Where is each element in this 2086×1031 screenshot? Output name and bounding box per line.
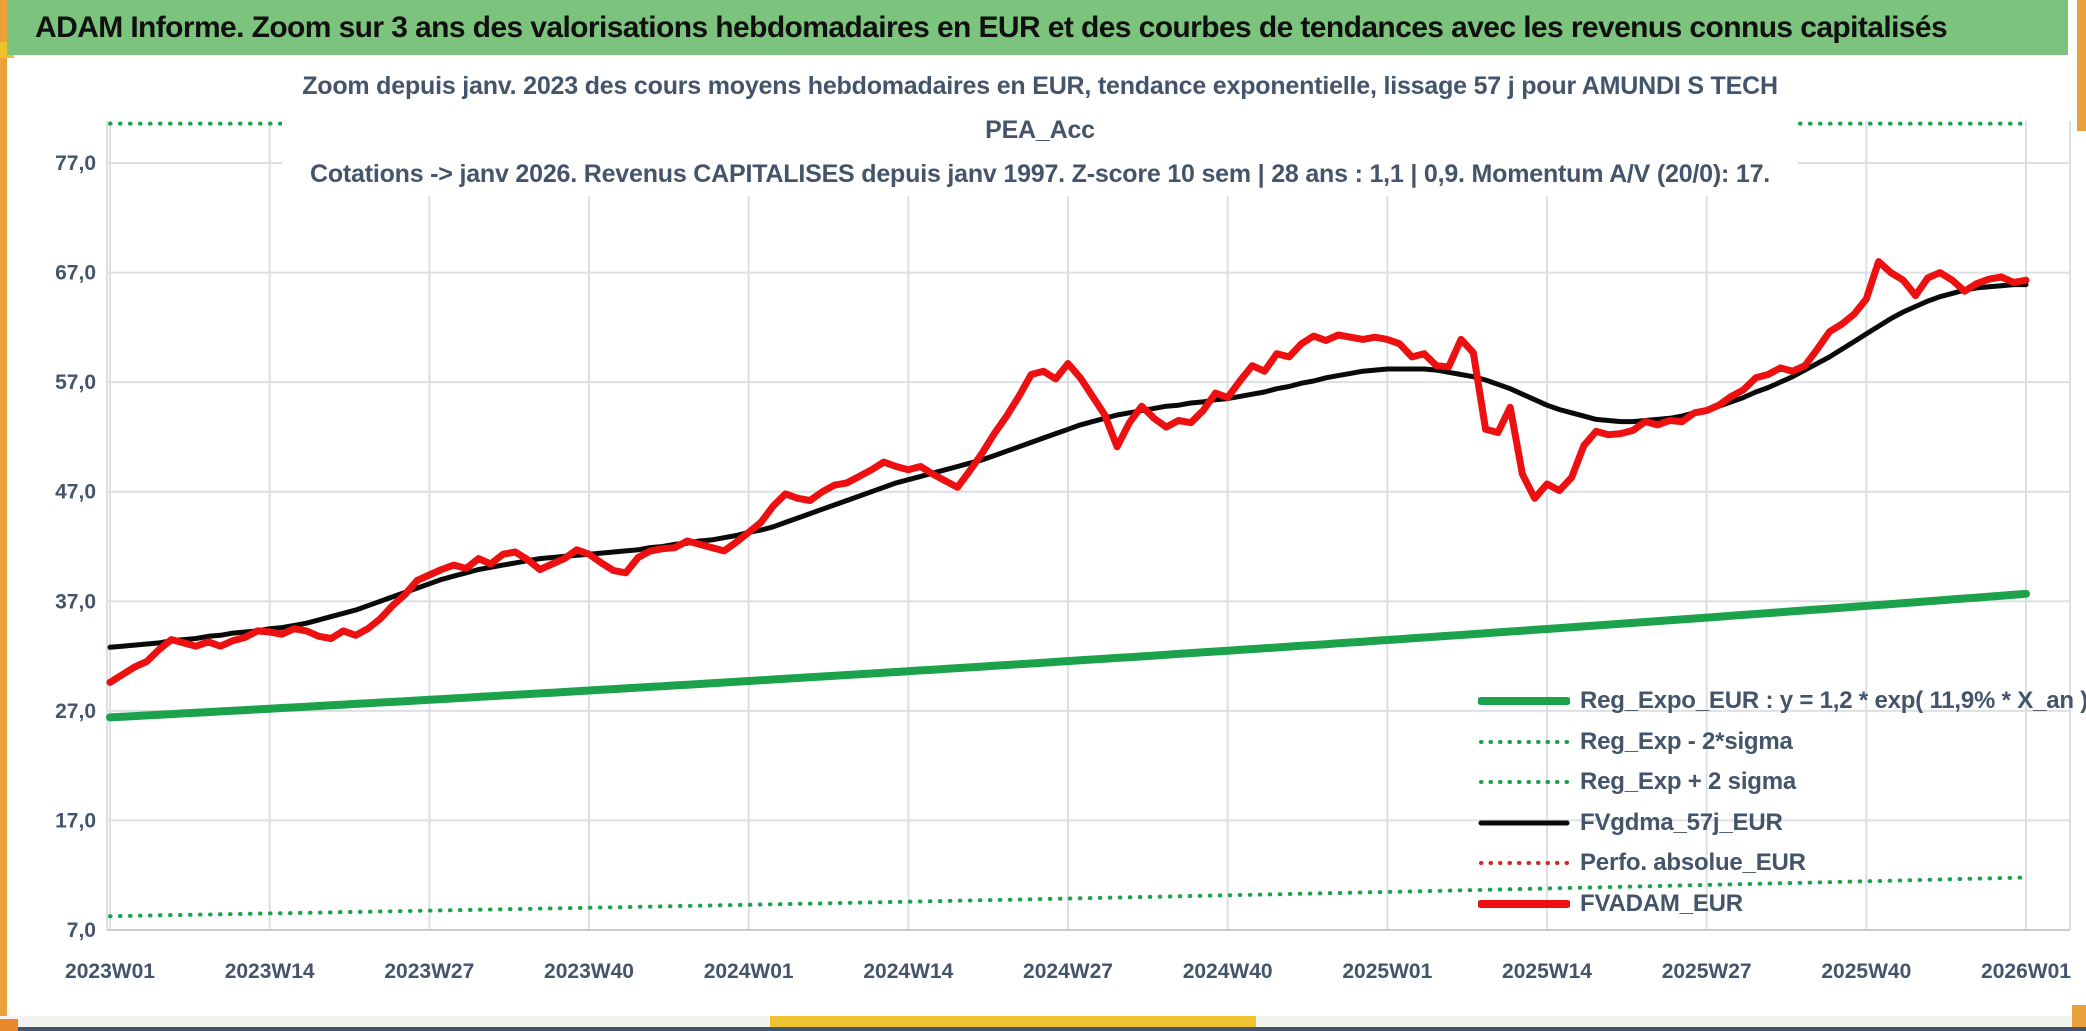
legend-item: FVADAM_EUR [1478,884,2086,925]
x-tick-label: 2025W14 [1502,960,1592,983]
legend-label: FVADAM_EUR [1580,889,1743,917]
x-tick-label: 2024W27 [1023,960,1113,983]
x-tick-label: 2023W40 [544,960,634,983]
legend-dotted-line-swatch [1479,861,1569,866]
x-tick-label: 2024W01 [704,960,794,983]
x-tick-label: 2023W14 [225,960,315,983]
legend-solid-line-swatch [1478,697,1570,706]
bottom-right-accent-strip [2072,1005,2086,1027]
legend-label: FVgdma_57j_EUR [1580,808,1783,836]
legend-item: FVgdma_57j_EUR [1478,803,2086,844]
legend-item: Reg_Exp - 2*sigma [1478,722,2086,763]
legend-label: Reg_Exp + 2 sigma [1580,768,1797,796]
legend-item: Reg_Expo_EUR : y = 1,2 * exp( 11,9% * X_… [1478,681,2086,722]
legend-dotted-line-swatch [1479,739,1569,744]
title-bar: ADAM Informe. Zoom sur 3 ans des valoris… [7,0,2068,55]
y-tick-label: 47,0 [55,481,96,504]
legend-label: Perfo. absolue_EUR [1580,849,1806,877]
legend-solid-line-swatch [1478,899,1570,908]
report-title: ADAM Informe. Zoom sur 3 ans des valoris… [35,10,1948,44]
chart-legend: Reg_Expo_EUR : y = 1,2 * exp( 11,9% * X_… [1478,681,2086,924]
legend-label: Reg_Exp - 2*sigma [1580,727,1793,755]
y-tick-label: 17,0 [55,809,96,832]
x-tick-label: 2024W14 [863,960,953,983]
bottom-hairline [18,1027,2086,1031]
y-tick-label: 57,0 [55,371,96,394]
y-tick-label: 7,0 [67,919,96,942]
x-tick-label: 2025W27 [1662,960,1752,983]
bottom-yellow-segment [770,1016,1256,1027]
x-tick-label: 2025W01 [1342,960,1432,983]
x-tick-label: 2025W40 [1821,960,1911,983]
series-reg [106,589,2030,722]
chart-title-line2: Cotations -> janv 2026. Revenus CAPITALI… [309,160,1771,188]
legend-solid-line-swatch [1478,820,1570,826]
legend-dotted-line-swatch [1479,780,1569,785]
x-tick-label: 2023W01 [65,960,155,983]
y-tick-label: 37,0 [55,590,96,613]
legend-label: Reg_Expo_EUR : y = 1,2 * exp( 11,9% * X_… [1580,687,2086,715]
legend-item: Reg_Exp + 2 sigma [1478,762,2086,803]
x-tick-label: 2024W40 [1183,960,1273,983]
series-fvadam [106,258,2030,686]
chart-title: Zoom depuis janv. 2023 des cours moyens … [282,64,1798,196]
y-tick-label: 27,0 [55,700,96,723]
x-tick-label: 2026W01 [1981,960,2071,983]
left-accent-strip [0,0,7,1031]
series-minus2sigma [108,875,2028,919]
top-right-accent-strip [2077,0,2086,131]
x-tick-label: 2023W27 [384,960,474,983]
bottom-left-accent-square [0,1019,18,1031]
chart-title-line1: Zoom depuis janv. 2023 des cours moyens … [302,72,1778,144]
y-tick-label: 77,0 [55,152,96,175]
legend-item: Perfo. absolue_EUR [1478,843,2086,884]
y-tick-label: 67,0 [55,262,96,285]
